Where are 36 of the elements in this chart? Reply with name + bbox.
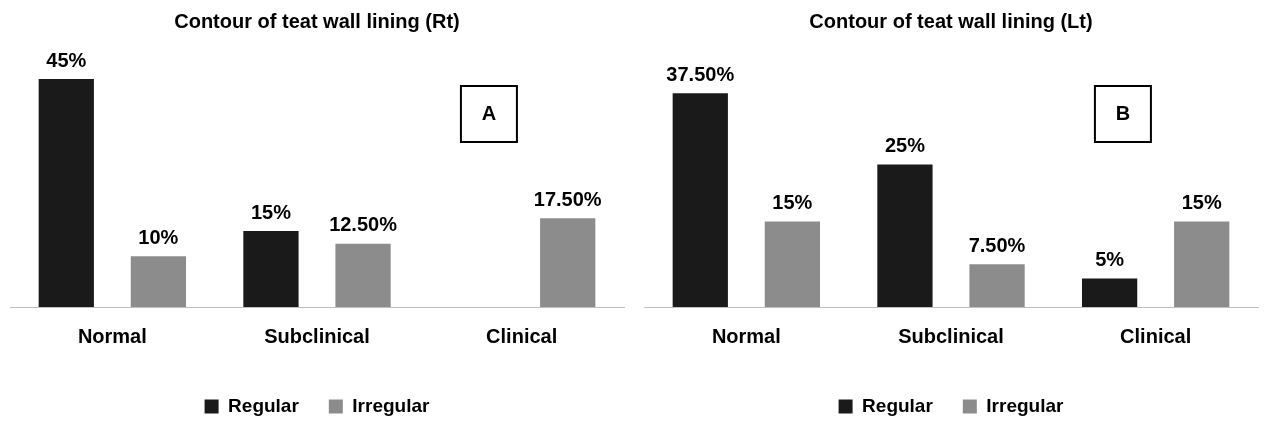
- legend-label: Regular: [862, 394, 934, 416]
- bar: [1174, 221, 1230, 307]
- data-label: 15%: [250, 200, 292, 223]
- annotation: B: [1115, 101, 1131, 124]
- data-label: 25%: [884, 134, 926, 157]
- bar: [969, 264, 1025, 307]
- x-tick-label: Normal: [711, 324, 781, 347]
- data-label: 17.50%: [533, 187, 602, 210]
- x-tick-label: Normal: [77, 324, 147, 347]
- chart-title: Contour of teat wall lining (Rt): [174, 9, 460, 32]
- bar: [540, 218, 596, 307]
- legend-label: Regular: [228, 394, 300, 416]
- data-label: 45%: [46, 48, 87, 71]
- legend-label: Irregular: [986, 394, 1065, 416]
- x-tick-label: Subclinical: [898, 324, 1004, 347]
- x-tick-label: Clinical: [1120, 324, 1192, 347]
- bar: [877, 164, 933, 307]
- bar: [130, 256, 187, 307]
- data-label: 12.50%: [329, 213, 398, 236]
- chart-title: Contour of teat wall lining (Lt): [809, 9, 1093, 32]
- bar: [672, 93, 728, 307]
- bar: [764, 221, 821, 307]
- data-label: 7.50%: [968, 233, 1026, 256]
- x-tick-label: Subclinical: [264, 324, 370, 347]
- legend-label: Irregular: [352, 394, 431, 416]
- x-tick-label: Clinical: [486, 324, 558, 347]
- data-label: 15%: [1181, 191, 1222, 214]
- bar: [38, 79, 94, 307]
- data-label: 10%: [138, 225, 179, 248]
- data-label: 37.50%: [666, 62, 735, 85]
- bar: [1081, 278, 1138, 307]
- data-label: 15%: [772, 191, 813, 214]
- bar: [335, 243, 391, 307]
- data-label: 5%: [1095, 248, 1125, 271]
- bar: [243, 231, 299, 307]
- annotation: A: [481, 101, 497, 124]
